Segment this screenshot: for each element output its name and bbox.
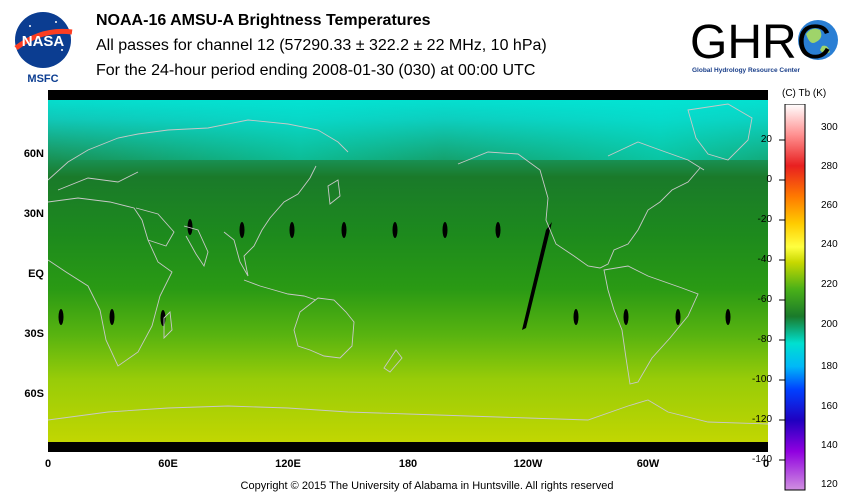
kelvin-label-240: 240 xyxy=(821,239,838,250)
celsius-label-m40: -40 xyxy=(757,254,772,265)
celsius-label-m60: -60 xyxy=(757,294,772,305)
lon-label-0: 0 xyxy=(44,458,52,470)
celsius-label-0: 0 xyxy=(766,174,772,185)
colorbar-units: (C) Tb (K) xyxy=(782,88,827,99)
lat-label-30n: 30N xyxy=(23,208,44,220)
kelvin-label-260: 260 xyxy=(821,200,838,211)
ghrc-logo: GHRC Global Hydrology Resource Center xyxy=(690,16,838,74)
brightness-temperature-map xyxy=(48,90,768,452)
lon-label-60w: 60W xyxy=(636,458,660,470)
nasa-logo: NASA MSFC xyxy=(14,12,73,84)
celsius-label-20: 20 xyxy=(760,134,772,145)
polar-cold-band xyxy=(48,100,768,160)
colorbar-ticks xyxy=(779,139,785,461)
ghrc-subtitle: Global Hydrology Resource Center xyxy=(692,67,800,74)
lat-label-30s: 30S xyxy=(24,328,44,340)
coastlines xyxy=(48,103,768,425)
kelvin-label-160: 160 xyxy=(821,401,838,412)
lat-label-eq: EQ xyxy=(28,268,44,280)
kelvin-label-120: 120 xyxy=(821,479,838,490)
lat-label-60n: 60N xyxy=(23,148,44,160)
celsius-label-m140: -140 xyxy=(751,454,772,465)
copyright-footer: Copyright © 2015 The University of Alaba… xyxy=(240,480,614,492)
kelvin-label-140: 140 xyxy=(821,440,838,451)
missing-data-north xyxy=(48,90,768,100)
lon-label-120w: 120W xyxy=(513,458,543,470)
kelvin-label-180: 180 xyxy=(821,361,838,372)
kelvin-label-280: 280 xyxy=(821,161,838,172)
celsius-label-m20: -20 xyxy=(757,214,772,225)
celsius-label-m120: -120 xyxy=(751,414,772,425)
kelvin-label-200: 200 xyxy=(821,319,838,330)
lon-label-0-right: 0 xyxy=(762,458,770,470)
lon-label-60e: 60E xyxy=(158,458,178,470)
lat-label-60s: 60S xyxy=(24,388,44,400)
kelvin-label-300: 300 xyxy=(821,122,838,133)
ghrc-logo-text: GHRC xyxy=(690,16,831,69)
celsius-label-m100: -100 xyxy=(751,374,772,385)
lon-label-180: 180 xyxy=(398,458,418,470)
colorbar xyxy=(779,104,806,491)
lon-label-120e: 120E xyxy=(275,458,301,470)
channel-subtitle: All passes for channel 12 (57290.33 ± 32… xyxy=(96,37,547,54)
swath-gaps xyxy=(58,219,731,330)
missing-data-south xyxy=(48,442,768,452)
msfc-label: MSFC xyxy=(27,73,58,84)
celsius-label-m80: -80 xyxy=(757,334,772,345)
nasa-logo-text: NASA xyxy=(22,33,65,50)
page-title: NOAA-16 AMSU-A Brightness Temperatures xyxy=(96,12,431,29)
period-subtitle: For the 24-hour period ending 2008-01-30… xyxy=(96,62,536,79)
kelvin-label-220: 220 xyxy=(821,279,838,290)
